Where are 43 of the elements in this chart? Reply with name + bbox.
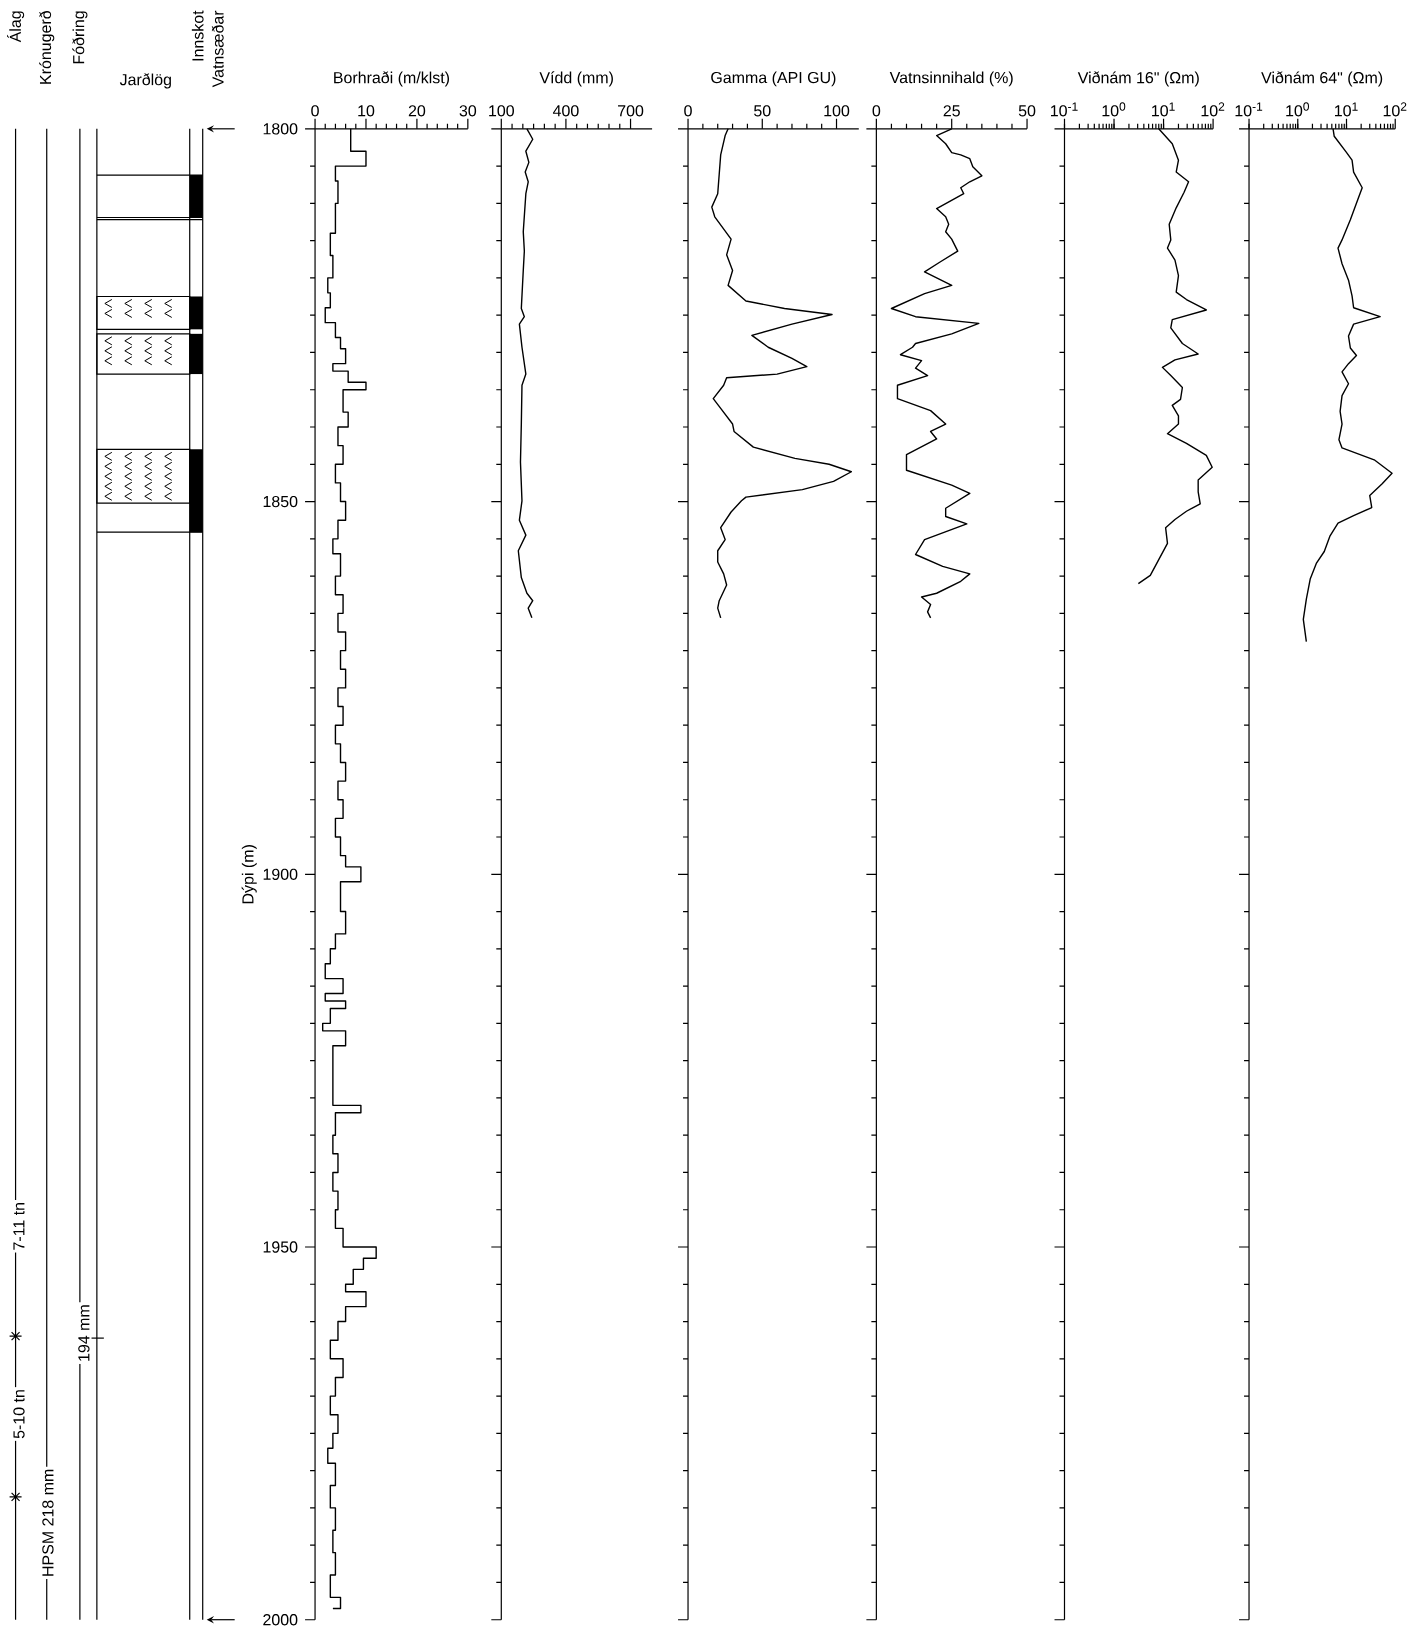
text: Jarðlög (119, 73, 171, 89)
text: 194 mm (78, 1305, 90, 1361)
x-tick-label: 10$^{-1}$ (1235, 102, 1263, 117)
y-tick-label: 2000 (263, 1614, 298, 1626)
x-tick-label: 20 (408, 105, 426, 117)
x-tick-label: 50 (754, 105, 771, 117)
x-tick-label: 100 (489, 105, 514, 117)
text: Krónugerð (39, 10, 55, 84)
x-tick-label: 0 (684, 105, 692, 117)
x-tick-label: 100 (824, 105, 850, 117)
y-tick-label: 1950 (263, 1241, 298, 1253)
x-axis-title: Viðnám 64" (Ωm) (1261, 71, 1383, 87)
x-axis-title: Vídd (mm) (539, 71, 613, 87)
text: Vatnsæðar (211, 10, 224, 88)
x-tick-label: 10$^{-1}$ (1051, 102, 1078, 117)
x-tick-label: 25 (943, 105, 960, 117)
y-tick-label: 1850 (263, 495, 298, 508)
text: Innskot (191, 10, 204, 61)
x-tick-label: 0 (311, 105, 319, 117)
x-tick-label: 0 (872, 105, 881, 117)
x-tick-label: 10$^{2}$ (1201, 102, 1225, 117)
text: 7-11 tn (13, 1203, 25, 1250)
y-axis-title: Dýpi (m) (241, 845, 257, 904)
text: HPSM 218 mm (42, 1469, 54, 1576)
x-tick-label: 10 (358, 105, 375, 117)
text: Álag (7, 11, 25, 43)
x-tick-label: 50 (1018, 105, 1036, 117)
x-tick-label: 10$^{0}$ (1286, 102, 1310, 117)
x-tick-label: 700 (618, 105, 644, 117)
text: Fóðring (72, 11, 88, 64)
x-tick-label: 400 (552, 105, 579, 117)
x-tick-label: 10$^{2}$ (1383, 102, 1407, 117)
text: 5-10 tn (13, 1390, 25, 1439)
x-axis-title: Viðnám 16" (Ωm) (1077, 71, 1199, 87)
x-tick-label: 10$^{1}$ (1152, 102, 1175, 117)
y-tick-label: 1900 (263, 868, 298, 880)
x-axis-title: Borhraði (m/klst) (334, 71, 450, 87)
x-tick-label: 10$^{1}$ (1335, 102, 1358, 117)
x-tick-label: 30 (459, 105, 477, 117)
x-axis-title: Vatnsinnihald (%) (889, 71, 1013, 87)
y-tick-label: 1800 (263, 123, 298, 135)
x-axis-title: Gamma (API GU) (711, 71, 836, 87)
x-tick-label: 10$^{0}$ (1102, 102, 1126, 117)
